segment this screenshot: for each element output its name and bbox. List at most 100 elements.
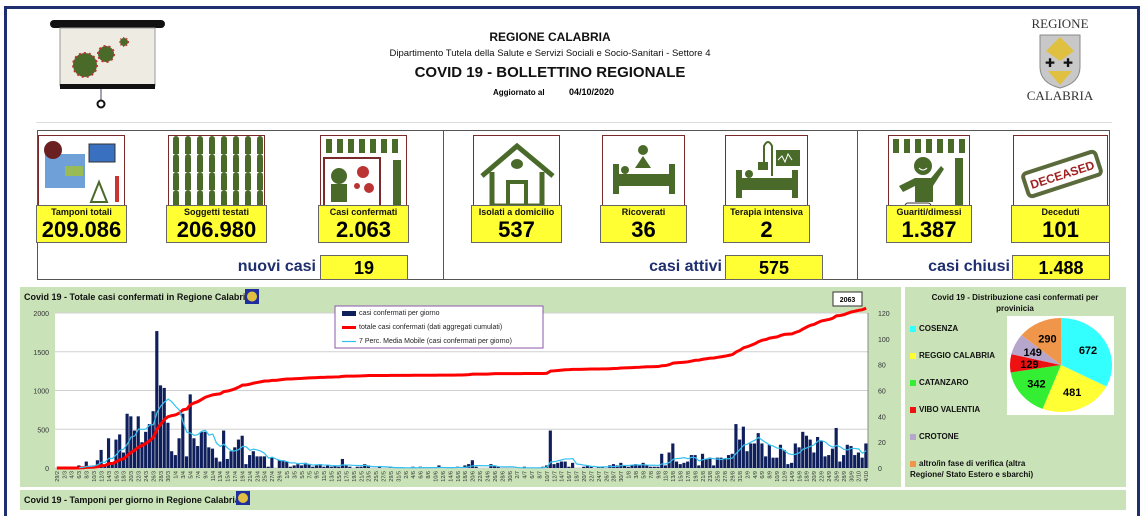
daily-bar — [177, 438, 181, 468]
daily-bar — [359, 466, 363, 468]
x-tick-label: 15/4 — [226, 471, 232, 482]
svg-text:✚: ✚ — [1063, 56, 1073, 70]
x-tick-label: 29/4 — [278, 471, 284, 482]
pie-legend-label: CROTONE — [919, 432, 959, 441]
x-tick-label: 17/5 — [344, 471, 350, 482]
daily-bar — [318, 464, 322, 468]
daily-bar — [437, 465, 441, 468]
daily-bar — [470, 460, 474, 468]
pie-slice — [1010, 365, 1061, 409]
pie-value-label: 342 — [1027, 378, 1045, 390]
daily-bar — [173, 455, 177, 468]
hospital-bed-icon — [602, 135, 685, 210]
daily-bar — [845, 444, 849, 468]
daily-bar — [745, 451, 749, 468]
logo-text-top: REGIONE — [1031, 16, 1089, 31]
x-tick-label: 10/7 — [545, 471, 551, 482]
daily-bar — [730, 453, 734, 468]
org-name: REGIONE CALABRIA — [489, 30, 611, 44]
x-tick-label: 7/5 — [307, 471, 313, 479]
x-tick-label: 14/6 — [448, 471, 454, 482]
x-tick-label: 26/6 — [493, 471, 499, 482]
x-tick-label: 30/6 — [508, 471, 514, 482]
virus-board-logo — [50, 20, 165, 109]
cases-chart-title: Covid 19 - Totale casi confermati in Reg… — [24, 292, 251, 302]
daily-bar — [188, 394, 192, 468]
pie-legend-item: CROTONE — [910, 431, 1010, 442]
right-tick-label: 40 — [878, 414, 886, 421]
daily-bar — [355, 466, 359, 468]
x-tick-label: 2/10 — [857, 471, 863, 482]
daily-bar — [329, 466, 333, 468]
x-tick-label: 12/9 — [782, 471, 788, 482]
daily-bar — [671, 443, 675, 468]
x-tick-label: 16/7 — [567, 471, 573, 482]
x-tick-label: 20/3 — [129, 471, 135, 482]
daily-bar — [181, 413, 185, 468]
daily-bar — [842, 455, 846, 468]
x-tick-label: 26/7 — [604, 471, 610, 482]
x-tick-label: 29/8 — [731, 471, 737, 482]
daily-bar — [236, 439, 241, 468]
daily-bar — [110, 464, 114, 468]
x-tick-label: 13/4 — [218, 471, 224, 482]
daily-bar — [856, 452, 861, 468]
active-cases-label: casi attivi — [649, 258, 722, 275]
last-value-label: 2063 — [840, 297, 856, 304]
daily-bar — [155, 331, 159, 468]
pie-legend-item: VIBO VALENTIA — [910, 404, 1010, 415]
card-value: 2.063 — [318, 217, 409, 243]
legend-swatch-bars — [342, 311, 356, 316]
x-tick-label: 11/4 — [211, 471, 217, 481]
daily-bar — [726, 455, 731, 468]
pie-slice — [1010, 354, 1061, 373]
x-tick-label: 23/8 — [708, 471, 714, 482]
x-tick-label: 7/8 — [649, 471, 655, 479]
x-tick-label: 24/3 — [144, 471, 150, 482]
x-tick-label: 8/7 — [537, 471, 543, 479]
daily-bar — [270, 457, 274, 468]
daily-bar — [162, 387, 166, 468]
card-value: 2 — [723, 217, 810, 243]
x-tick-label: 4/7 — [523, 471, 529, 479]
x-tick-label: 28/6 — [500, 471, 506, 482]
daily-bar — [704, 458, 708, 468]
daily-bar — [637, 465, 641, 468]
right-tick-label: 120 — [878, 311, 890, 318]
x-tick-label: 29/2 — [55, 471, 61, 482]
daily-bar — [300, 465, 304, 468]
daily-bar — [281, 460, 285, 468]
daily-bar — [656, 466, 660, 468]
daily-bar — [771, 457, 775, 468]
card-value: 206.980 — [166, 217, 267, 243]
daily-bar — [674, 461, 679, 468]
daily-bar — [804, 435, 809, 468]
daily-bar — [114, 439, 118, 468]
x-tick-label: 18/6 — [463, 471, 469, 482]
active-cases-value: 575 — [725, 255, 823, 280]
daily-bar — [767, 444, 771, 468]
new-cases-label: nuovi casi — [237, 258, 316, 275]
x-tick-label: 30/7 — [619, 471, 625, 482]
daily-bar — [682, 462, 686, 468]
updated-date: 04/10/2020 — [569, 87, 615, 97]
x-tick-label: 27/5 — [382, 471, 388, 482]
x-tick-label: 1/4 — [174, 471, 180, 479]
daily-bar — [144, 431, 148, 468]
daily-bar — [266, 466, 270, 468]
x-tick-label: 4/10 — [864, 471, 870, 482]
x-tick-label: 12/7 — [552, 471, 558, 482]
legend-label: casi confermati per giorno — [359, 310, 440, 317]
x-tick-label: 12/3 — [99, 471, 105, 482]
daily-bar — [129, 416, 133, 468]
daily-bar — [262, 456, 267, 468]
daily-bar — [196, 446, 200, 468]
daily-bar — [778, 444, 783, 468]
daily-bar — [849, 446, 853, 468]
page-title: COVID 19 - BOLLETTINO REGIONALE — [414, 64, 686, 81]
daily-bar — [225, 458, 229, 468]
x-tick-label: 11/5 — [322, 471, 328, 481]
daily-bar — [645, 465, 649, 468]
